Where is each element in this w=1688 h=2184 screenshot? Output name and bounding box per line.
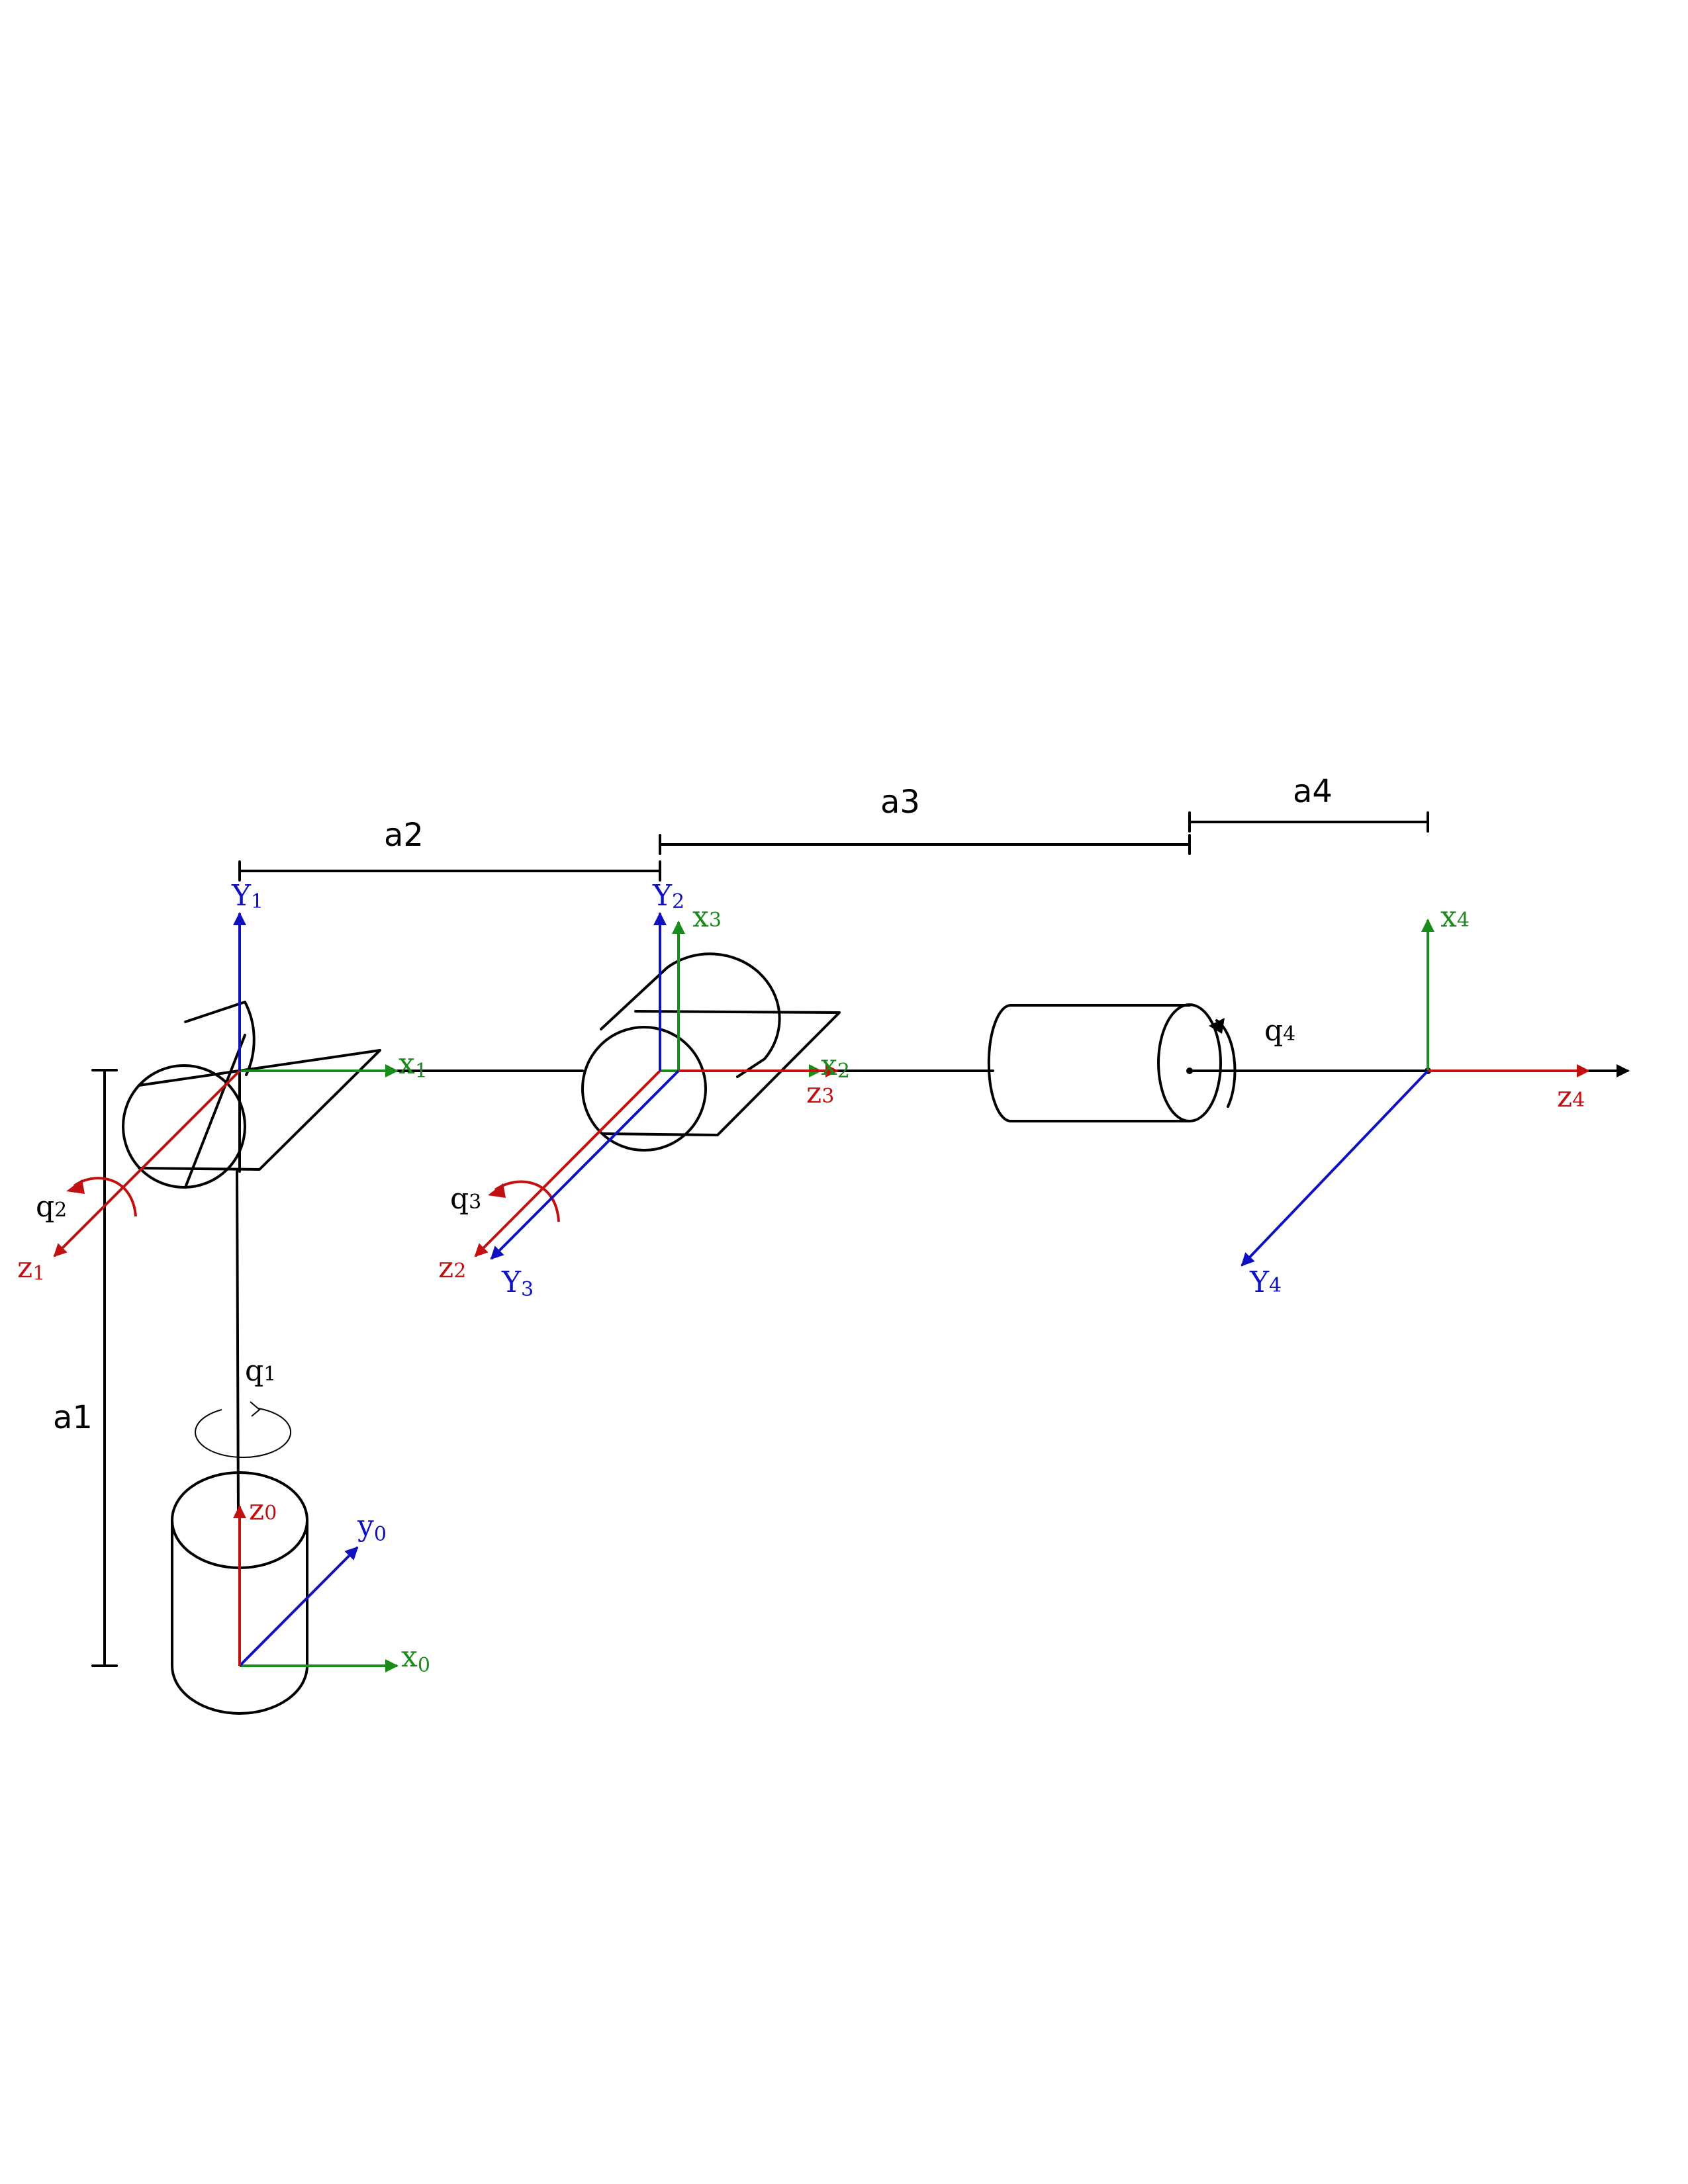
z2-axis <box>474 1069 661 1257</box>
joint-4-cylinder <box>987 1003 1222 1122</box>
label-Y2: Y2 <box>652 879 684 913</box>
label-x2: x2 <box>821 1048 850 1083</box>
label-z0: z0 <box>249 1493 277 1527</box>
frame-0 <box>233 1505 399 1672</box>
frame-1 <box>53 912 399 1257</box>
label-x1: x1 <box>399 1047 428 1083</box>
q1-rotation-indicator <box>195 1401 292 1459</box>
label-z4: z4 <box>1557 1080 1585 1114</box>
q2-rotation-indicator <box>66 1177 137 1217</box>
label-z1: z1 <box>17 1251 45 1285</box>
dimension-a4: a4 <box>1188 773 1429 833</box>
link-1 <box>236 1170 240 1517</box>
dimension-label-a3: a3 <box>880 784 920 821</box>
label-Y1: Y1 <box>231 879 263 913</box>
label-q2: q2 <box>36 1190 67 1224</box>
label-Y3: Y3 <box>501 1265 534 1301</box>
q4-rotation-indicator <box>1209 1018 1237 1108</box>
dimension-a3: a3 <box>659 784 1191 855</box>
Y3-axis <box>490 1069 680 1260</box>
joint-3-assembly <box>581 952 841 1152</box>
label-y0: y0 <box>357 1509 387 1546</box>
dimension-label-a2: a2 <box>384 817 424 854</box>
dimension-label-a1: a1 <box>53 1399 93 1436</box>
Y4-axis <box>1241 1069 1429 1267</box>
label-z3: z3 <box>806 1076 834 1110</box>
z1-axis <box>53 1069 241 1257</box>
label-q1: q1 <box>245 1354 276 1388</box>
label-q4: q4 <box>1264 1014 1295 1048</box>
dimension-label-a4: a4 <box>1293 773 1333 810</box>
dimension-a1: a1 <box>53 1069 118 1667</box>
frame-4 <box>1241 919 1630 1267</box>
label-z2: z2 <box>438 1251 466 1285</box>
label-x4: x4 <box>1440 900 1470 934</box>
q3-rotation-indicator <box>488 1180 560 1222</box>
label-Y4: Y4 <box>1249 1265 1282 1299</box>
label-x0: x0 <box>401 1640 430 1677</box>
y0-axis <box>238 1546 359 1667</box>
joint-2-assembly <box>122 1001 381 1189</box>
frame-3 <box>490 921 839 1260</box>
dimension-a2: a2 <box>238 817 661 882</box>
label-x3: x3 <box>692 900 722 934</box>
label-q3: q3 <box>450 1182 481 1216</box>
